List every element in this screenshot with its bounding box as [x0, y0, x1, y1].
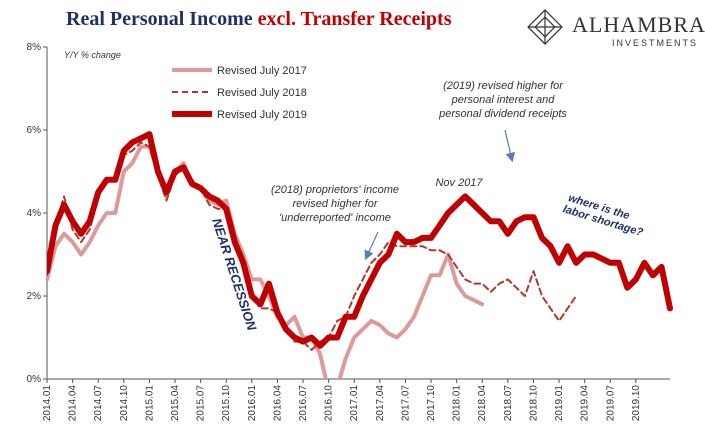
- nov-2017-label: Nov 2017: [435, 177, 483, 189]
- note-2019-line: personal interest and: [451, 94, 556, 106]
- legend-label-1: Revised July 2018: [217, 87, 307, 99]
- x-tick-label: 2019.10: [631, 385, 642, 422]
- series-line-1: [47, 141, 578, 351]
- x-tick-label: 2015.07: [196, 385, 207, 422]
- x-tick-label: 2016.07: [298, 385, 309, 422]
- x-tick-label: 2016.01: [247, 385, 258, 422]
- chart-title: Real Personal Income excl. Transfer Rece…: [66, 8, 451, 31]
- series-line-0: [47, 144, 485, 379]
- chart-legend: Revised July 2017 Revised July 2018 Revise…: [172, 65, 307, 121]
- y-tick-label: 4%: [27, 208, 42, 219]
- x-tick-label: 2014.01: [42, 385, 53, 422]
- x-tick-label: 2017.01: [349, 385, 360, 422]
- x-tick-label: 2019.01: [554, 385, 565, 422]
- y-tick-label: 0%: [27, 374, 42, 385]
- arrow-2018: [364, 231, 379, 261]
- y-tick-label: 8%: [27, 42, 42, 53]
- x-tick-label: 2018.07: [503, 385, 514, 422]
- x-tick-label: 2016.04: [272, 385, 283, 422]
- x-tick-label: 2016.10: [324, 385, 335, 422]
- note-2018-line: (2018) proprietors' income: [271, 184, 399, 196]
- chart-axes: 0% 2% 4% 6% 8% 2014.01 2014.04 2014.07 2014.10 20…: [27, 42, 670, 421]
- y-tick-label: 6%: [27, 125, 42, 136]
- x-tick-label: 2014.07: [93, 385, 104, 422]
- brand-logo: ALHAMBRA INVESTMENTS: [520, 8, 705, 52]
- x-tick-label: 2018.04: [477, 385, 488, 422]
- note-2019-line: personal dividend receipts: [438, 108, 567, 120]
- x-tick-label: 2017.10: [426, 385, 437, 422]
- x-tick-label: 2017.04: [375, 385, 386, 422]
- note-2019-line: (2019) revised higher for: [443, 80, 564, 92]
- x-tick-label: 2019.07: [605, 385, 616, 422]
- note-2018-line: 'underreported' income: [279, 212, 391, 224]
- note-2018-line: revised higher for: [293, 198, 379, 210]
- alhambra-emblem-icon: [527, 9, 563, 45]
- y-axis-label: Y/Y % change: [64, 50, 121, 60]
- y-tick-label: 2%: [27, 291, 42, 302]
- chart-title-part1: Real Personal Income: [66, 8, 253, 30]
- brand-sub: INVESTMENTS: [612, 38, 699, 48]
- brand-name: ALHAMBRA: [572, 12, 705, 37]
- x-tick-label: 2018.10: [528, 385, 539, 422]
- chart-series: [47, 131, 673, 379]
- arrow-2019: [504, 129, 516, 163]
- x-tick-label: 2015.01: [144, 385, 155, 422]
- x-tick-label: 2018.01: [452, 385, 463, 422]
- legend-label-2: Revised July 2019: [217, 109, 307, 121]
- x-tick-label: 2014.04: [68, 385, 79, 422]
- series-line-2: [47, 131, 673, 349]
- x-tick-label: 2019.04: [580, 385, 591, 422]
- x-tick-label: 2015.04: [170, 385, 181, 422]
- chart-title-part2: excl. Transfer Receipts: [257, 8, 452, 30]
- legend-label-0: Revised July 2017: [217, 65, 307, 77]
- x-tick-label: 2014.10: [119, 385, 130, 422]
- x-tick-label: 2015.10: [221, 385, 232, 422]
- x-tick-label: 2017.07: [400, 385, 411, 422]
